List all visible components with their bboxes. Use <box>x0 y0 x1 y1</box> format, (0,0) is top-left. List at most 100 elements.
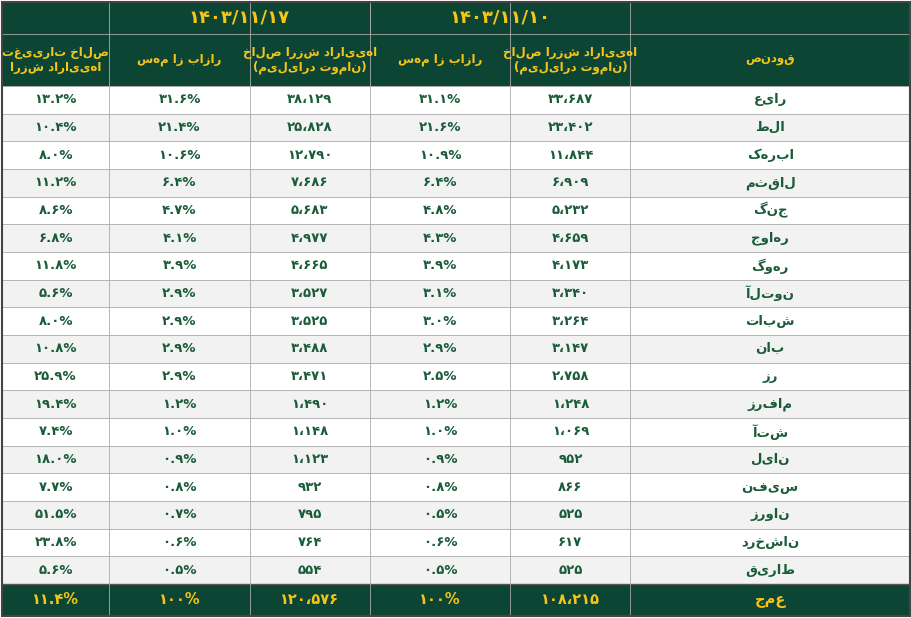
Text: ۸.۰%: ۸.۰% <box>38 315 73 328</box>
Text: ۱۱.۲%: ۱۱.۲% <box>35 176 77 189</box>
Text: خالص ارزش دارایی‌ها
(میلیارد تومان): خالص ارزش دارایی‌ها (میلیارد تومان) <box>242 46 376 74</box>
Text: مثقال: مثقال <box>744 176 794 190</box>
Text: ۲.۹%: ۲.۹% <box>423 342 456 355</box>
Text: سهم از بازار: سهم از بازار <box>138 54 221 67</box>
Text: ۱۰۸،۲۱۵: ۱۰۸،۲۱۵ <box>540 593 599 607</box>
Text: ۱.۲%: ۱.۲% <box>423 397 456 411</box>
Text: درخشان: درخشان <box>741 536 798 549</box>
Text: ۱۰.۹%: ۱۰.۹% <box>418 149 461 162</box>
Text: ۱،۱۴۸: ۱،۱۴۸ <box>291 425 328 438</box>
Text: ۱۰۰%: ۱۰۰% <box>159 593 200 607</box>
Text: ۵.۶%: ۵.۶% <box>38 287 73 300</box>
Text: خالص ارزش دارایی‌ها
(میلیارد تومان): خالص ارزش دارایی‌ها (میلیارد تومان) <box>503 46 637 74</box>
Text: ۲۱.۶%: ۲۱.۶% <box>418 121 461 134</box>
Text: ۴.۷%: ۴.۷% <box>162 204 197 217</box>
Bar <box>2 86 909 114</box>
Text: ۹۵۲: ۹۵۲ <box>558 453 582 466</box>
Text: ۳.۰%: ۳.۰% <box>423 315 456 328</box>
Text: ۷.۴%: ۷.۴% <box>38 425 73 438</box>
Text: ۲۵،۸۲۸: ۲۵،۸۲۸ <box>287 121 333 134</box>
Text: ۵۲۵: ۵۲۵ <box>558 509 582 522</box>
Text: ۱۱،۸۴۴: ۱۱،۸۴۴ <box>548 149 592 162</box>
Text: ۶.۴%: ۶.۴% <box>162 176 197 189</box>
Text: ۴.۳%: ۴.۳% <box>423 232 456 245</box>
Text: ۲۳.۸%: ۲۳.۸% <box>35 536 77 549</box>
Text: ۱۲،۷۹۰: ۱۲،۷۹۰ <box>287 149 333 162</box>
Text: جواهر: جواهر <box>751 231 788 245</box>
Text: ۴.۱%: ۴.۱% <box>162 232 197 245</box>
Text: قیراط: قیراط <box>744 564 794 577</box>
Bar <box>2 252 909 280</box>
Text: ۱۱.۸%: ۱۱.۸% <box>35 260 77 273</box>
Bar <box>2 391 909 418</box>
Bar <box>2 307 909 335</box>
Text: ۶.۴%: ۶.۴% <box>423 176 456 189</box>
Bar <box>2 280 909 307</box>
Text: ۱۳.۲%: ۱۳.۲% <box>35 93 77 106</box>
Text: ۶.۸%: ۶.۸% <box>38 232 73 245</box>
Text: ۵،۶۸۳: ۵،۶۸۳ <box>291 204 328 217</box>
Text: ۱۰.۸%: ۱۰.۸% <box>35 342 77 355</box>
Text: ۲.۹%: ۲.۹% <box>162 287 197 300</box>
Bar <box>2 501 909 528</box>
Text: ۲،۷۵۸: ۲،۷۵۸ <box>551 370 589 383</box>
Text: ۰.۹%: ۰.۹% <box>162 453 197 466</box>
Text: ناب: ناب <box>754 342 784 355</box>
Text: ۱۸.۰%: ۱۸.۰% <box>35 453 77 466</box>
Text: کهربا: کهربا <box>746 148 793 162</box>
Text: ۳۸،۱۲۹: ۳۸،۱۲۹ <box>287 93 333 106</box>
Text: ۳،۱۴۷: ۳،۱۴۷ <box>551 342 589 355</box>
Text: ۲.۹%: ۲.۹% <box>162 315 197 328</box>
Text: ۶۱۷: ۶۱۷ <box>558 536 582 549</box>
Bar <box>2 473 909 501</box>
Text: ۴،۶۶۵: ۴،۶۶۵ <box>291 260 328 273</box>
Text: ۰.۶%: ۰.۶% <box>162 536 197 549</box>
Text: ۱،۲۴۸: ۱،۲۴۸ <box>551 397 589 411</box>
Text: ۷.۷%: ۷.۷% <box>38 481 73 494</box>
Text: ۲۱.۴%: ۲۱.۴% <box>159 121 200 134</box>
Text: سهم از بازار: سهم از بازار <box>397 54 482 67</box>
Text: ۱۹.۴%: ۱۹.۴% <box>35 397 77 411</box>
Text: ۱،۱۲۳: ۱،۱۲۳ <box>291 453 328 466</box>
Text: ۵،۲۳۲: ۵،۲۳۲ <box>551 204 589 217</box>
Text: ۲۳،۴۰۲: ۲۳،۴۰۲ <box>548 121 592 134</box>
Text: ۴.۸%: ۴.۸% <box>423 204 456 217</box>
Text: ۳.۹%: ۳.۹% <box>423 260 456 273</box>
Text: نفیس: نفیس <box>741 481 798 494</box>
Text: آتش: آتش <box>752 424 787 440</box>
Text: ۴،۱۷۳: ۴،۱۷۳ <box>551 260 589 273</box>
Text: ۱۱.۴%: ۱۱.۴% <box>32 593 79 607</box>
Bar <box>2 528 909 556</box>
Text: ۳،۳۴۰: ۳،۳۴۰ <box>551 287 589 300</box>
Text: لیان: لیان <box>750 453 789 466</box>
Text: ۰.۸%: ۰.۸% <box>162 481 197 494</box>
Text: ۰.۵%: ۰.۵% <box>423 509 456 522</box>
Bar <box>2 335 909 363</box>
Text: ۲.۵%: ۲.۵% <box>423 370 456 383</box>
Text: ۰.۸%: ۰.۸% <box>423 481 456 494</box>
Text: ۲.۹%: ۲.۹% <box>162 342 197 355</box>
Bar <box>2 363 909 391</box>
Text: ۸.۰%: ۸.۰% <box>38 149 73 162</box>
Text: ۵۵۴: ۵۵۴ <box>297 564 322 577</box>
Text: تغییرات خالص
ارزش دارایی‌ها: تغییرات خالص ارزش دارایی‌ها <box>2 46 109 74</box>
Text: طلا: طلا <box>754 121 784 134</box>
Text: ۱،۰۶۹: ۱،۰۶۹ <box>551 425 589 438</box>
Text: ۸.۶%: ۸.۶% <box>38 204 73 217</box>
Text: ۳،۲۶۴: ۳،۲۶۴ <box>551 315 589 328</box>
Text: ۹۳۲: ۹۳۲ <box>297 481 322 494</box>
Text: ۷،۶۸۶: ۷،۶۸۶ <box>291 176 328 189</box>
Text: ۱،۴۹۰: ۱،۴۹۰ <box>291 397 328 411</box>
Text: ۳،۴۸۸: ۳،۴۸۸ <box>291 342 328 355</box>
Text: ۰.۵%: ۰.۵% <box>423 564 456 577</box>
Text: ۲۵.۹%: ۲۵.۹% <box>35 370 77 383</box>
Text: صندوق: صندوق <box>744 54 794 67</box>
Text: ۳۳،۶۸۷: ۳۳،۶۸۷ <box>548 93 592 106</box>
Text: عیار: عیار <box>752 93 786 106</box>
Text: ۳،۴۷۱: ۳،۴۷۱ <box>291 370 328 383</box>
Text: ۱.۰%: ۱.۰% <box>162 425 197 438</box>
Text: ۱۴۰۳/۱۱/۱۷: ۱۴۰۳/۱۱/۱۷ <box>189 9 290 27</box>
Bar <box>2 114 909 142</box>
Bar <box>2 169 909 197</box>
Text: زرفام: زرفام <box>747 397 792 411</box>
